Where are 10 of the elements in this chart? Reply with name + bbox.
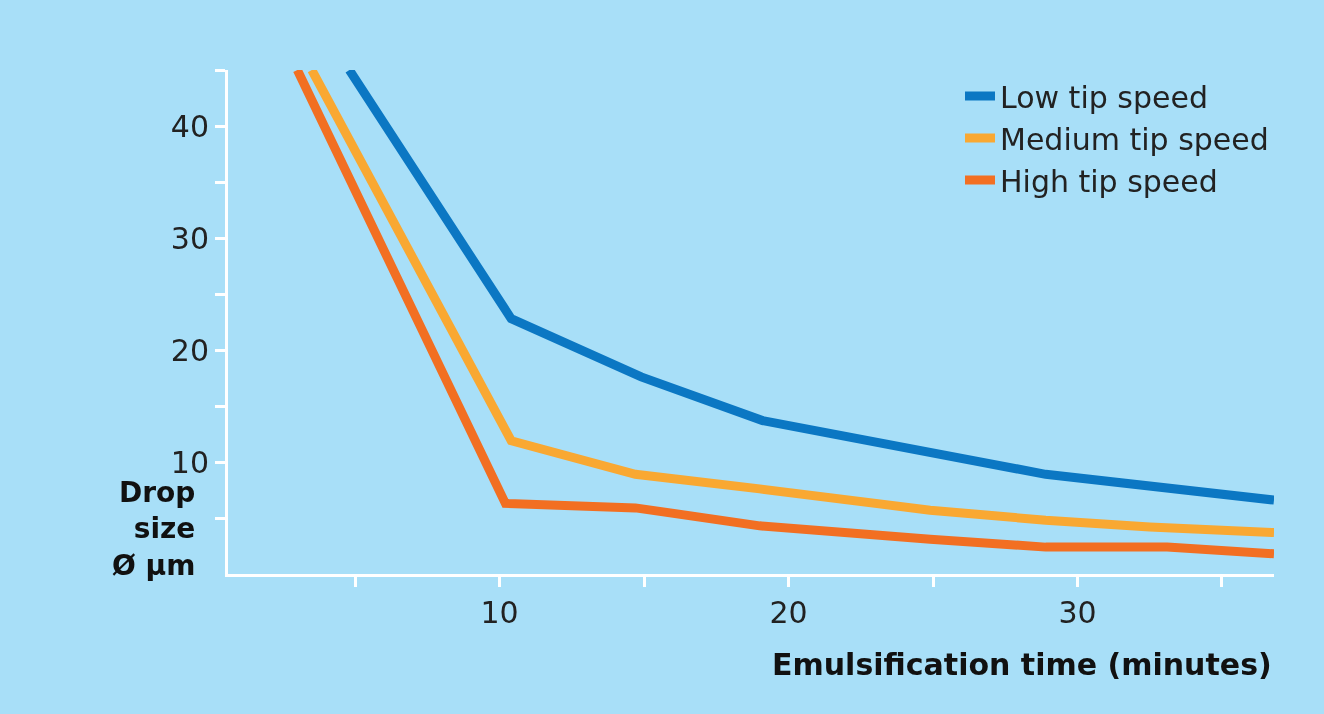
legend-label: Low tip speed xyxy=(1000,79,1208,115)
x-tick-label: 30 xyxy=(1058,595,1097,630)
y-tick-label: 20 xyxy=(170,332,209,368)
y-tick-label: 30 xyxy=(170,220,209,256)
x-axis-title: Emulsification time (minutes) xyxy=(772,647,1272,682)
legend-label: High tip speed xyxy=(1000,163,1218,199)
x-tick-label: 10 xyxy=(480,595,519,630)
y-tick-label: 40 xyxy=(170,108,209,144)
x-tick-label: 20 xyxy=(769,595,808,630)
legend-label: Medium tip speed xyxy=(1000,121,1269,157)
